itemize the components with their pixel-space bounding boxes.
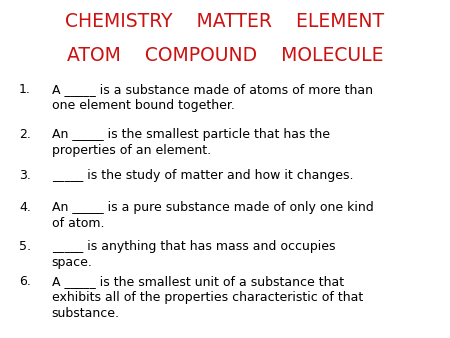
Text: 1.: 1. (19, 83, 31, 96)
Text: A _____ is the smallest unit of a substance that
exhibits all of the properties : A _____ is the smallest unit of a substa… (52, 275, 363, 320)
Text: ATOM    COMPOUND    MOLECULE: ATOM COMPOUND MOLECULE (67, 46, 383, 65)
Text: 6.: 6. (19, 275, 31, 288)
Text: 4.: 4. (19, 201, 31, 214)
Text: _____ is the study of matter and how it changes.: _____ is the study of matter and how it … (52, 169, 353, 182)
Text: _____ is anything that has mass and occupies
space.: _____ is anything that has mass and occu… (52, 240, 335, 269)
Text: CHEMISTRY    MATTER    ELEMENT: CHEMISTRY MATTER ELEMENT (65, 12, 385, 31)
Text: 2.: 2. (19, 128, 31, 141)
Text: 5.: 5. (19, 240, 31, 253)
Text: A _____ is a substance made of atoms of more than
one element bound together.: A _____ is a substance made of atoms of … (52, 83, 373, 112)
Text: An _____ is a pure substance made of only one kind
of atom.: An _____ is a pure substance made of onl… (52, 201, 374, 230)
Text: An _____ is the smallest particle that has the
properties of an element.: An _____ is the smallest particle that h… (52, 128, 330, 158)
Text: 3.: 3. (19, 169, 31, 182)
